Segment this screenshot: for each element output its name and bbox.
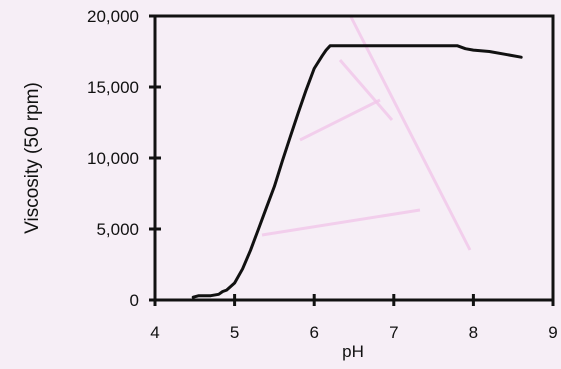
x-tick-label: 6 [309, 323, 318, 342]
ticks: 4 5 6 7 8 9 0 5,000 10,000 15,000 20,000 [87, 7, 558, 342]
series-line [191, 44, 523, 299]
watermark [261, 14, 472, 251]
y-tick-label: 10,000 [87, 149, 139, 168]
x-tick-label: 9 [548, 323, 557, 342]
y-tick-label: 5,000 [96, 220, 139, 239]
x-axis-label: pH [342, 342, 364, 361]
y-tick-label: 0 [130, 291, 139, 310]
y-tick-label: 15,000 [87, 78, 139, 97]
watermark-stroke [299, 98, 381, 142]
x-tick-label: 4 [150, 323, 159, 342]
x-tick-label: 7 [389, 323, 398, 342]
watermark-stroke [338, 59, 394, 121]
watermark-stroke [261, 208, 421, 237]
labels: pH Viscosity (50 rpm) [22, 82, 364, 361]
series [191, 44, 523, 299]
plot-area-frame [153, 14, 555, 302]
y-axis-label: Viscosity (50 rpm) [22, 82, 43, 234]
watermark-stroke [348, 14, 472, 251]
x-tick-label: 8 [469, 323, 478, 342]
axes [153, 14, 555, 302]
y-tick-label: 20,000 [87, 7, 139, 26]
x-tick-label: 5 [230, 323, 239, 342]
